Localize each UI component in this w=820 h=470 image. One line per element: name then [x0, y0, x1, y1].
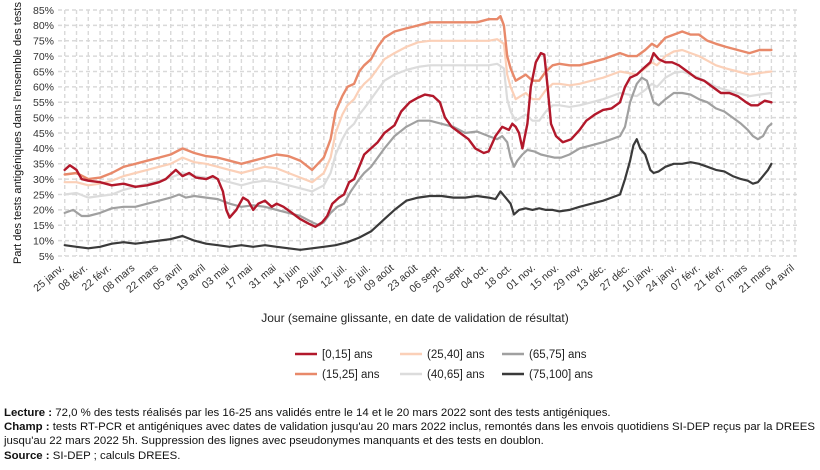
y-axis-label: Part des tests antigéniques dans l'ensem…	[12, 2, 24, 264]
series-line	[63, 15, 773, 181]
chart-series	[63, 15, 773, 251]
source-note: Source : SI-DEP ; calculs DREES.	[4, 449, 816, 463]
y-tick-label: 70%	[33, 51, 54, 63]
champ-text: tests RT-PCR et antigéniques avec dates …	[4, 421, 815, 448]
legend-label: (40,65] ans	[427, 369, 485, 381]
y-axis: 5% 10% 15% 20% 25% 30% 35% 40% 45% 50% 55% 60% 65% 70…	[33, 5, 54, 263]
series-line	[63, 62, 773, 199]
lecture-label: Lecture :	[4, 407, 53, 419]
y-tick-label: 35%	[33, 159, 54, 171]
lecture-text: 72,0 % des tests réalisés par les 16-25 …	[52, 407, 611, 419]
series-line	[63, 38, 773, 187]
legend-label: (15,25] ans	[322, 369, 380, 381]
legend-label: (65,75] ans	[529, 349, 587, 361]
legend-label: [0,15] ans	[322, 349, 373, 361]
champ-note: Champ : tests RT-PCR et antigéniques ave…	[4, 420, 816, 448]
source-text: SI-DEP ; calculs DREES.	[49, 449, 181, 462]
y-tick-label: 55%	[33, 97, 54, 109]
series-line	[63, 138, 773, 251]
y-tick-label: 25%	[33, 189, 54, 201]
chart-legend: [0,15] ans (15,25] ans (25,40] ans (40,65] …	[295, 349, 593, 381]
y-tick-label: 20%	[33, 205, 54, 217]
x-axis-label: Jour (semaine glissante, en date de vali…	[261, 311, 569, 325]
series-line	[63, 51, 773, 228]
y-tick-label: 85%	[33, 5, 54, 17]
line-chart: 5% 10% 15% 20% 25% 30% 35% 40% 45% 50% 55% 60% 65% 70…	[12, 2, 800, 381]
source-label: Source :	[4, 449, 50, 462]
y-tick-label: 75%	[33, 36, 54, 48]
y-tick-label: 15%	[33, 220, 54, 232]
y-tick-label: 45%	[33, 128, 54, 140]
lecture-note: Lecture : 72,0 % des tests réalisés par …	[4, 406, 816, 420]
y-tick-label: 5%	[39, 251, 54, 263]
y-tick-label: 40%	[33, 143, 54, 155]
chart-notes: Lecture : 72,0 % des tests réalisés par …	[4, 406, 816, 463]
x-tick-label: 28 juin	[294, 262, 326, 291]
x-tick-label: 12 juil.	[318, 262, 349, 291]
legend-label: (25,40] ans	[427, 349, 485, 361]
champ-label: Champ :	[4, 421, 50, 434]
y-tick-label: 50%	[33, 112, 54, 124]
y-tick-label: 60%	[33, 82, 54, 94]
y-tick-label: 65%	[33, 66, 54, 78]
legend-label: (75,100] ans	[529, 369, 593, 381]
y-tick-label: 10%	[33, 235, 54, 247]
y-tick-label: 30%	[33, 174, 54, 186]
y-tick-label: 80%	[33, 20, 54, 32]
chart-grid	[58, 9, 800, 257]
series-line	[63, 76, 773, 227]
